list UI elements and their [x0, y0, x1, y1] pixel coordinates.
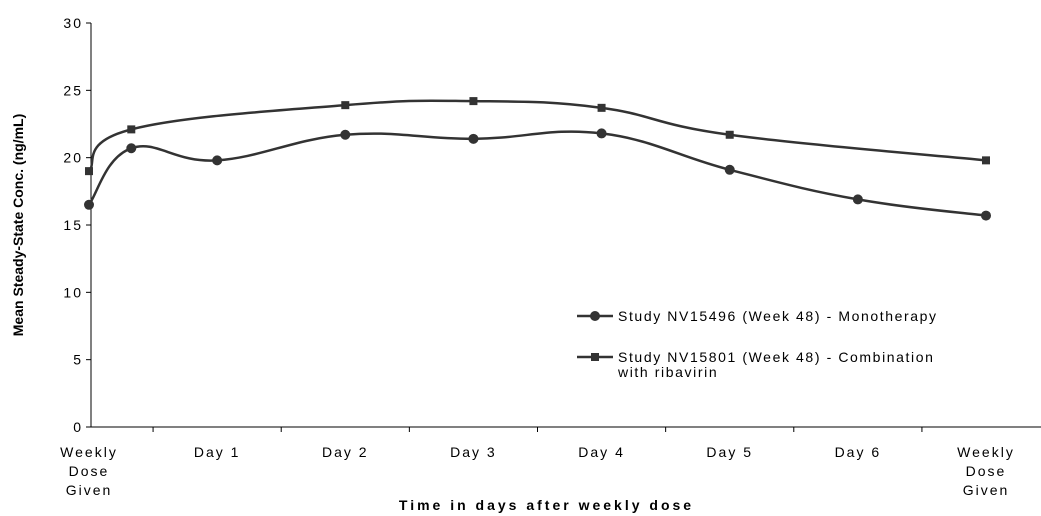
- series-layer: [84, 97, 991, 221]
- data-point: [725, 130, 734, 139]
- y-tick-label: 30: [63, 15, 83, 31]
- series-line: [87, 130, 987, 217]
- x-tick-label: Given: [963, 482, 1010, 498]
- data-point: [724, 164, 735, 175]
- x-tick-label: Day 3: [450, 444, 497, 460]
- data-point: [597, 103, 606, 112]
- data-point: [982, 156, 990, 165]
- y-tick-label: 5: [73, 352, 83, 368]
- x-tick-label: Dose: [69, 463, 110, 479]
- data-point: [341, 101, 350, 110]
- data-point: [596, 128, 607, 139]
- y-tick-label: 25: [63, 82, 83, 98]
- y-axis-title: Mean Steady-State Conc. (ng/mL): [10, 114, 26, 336]
- data-point: [127, 125, 136, 134]
- x-tick-label: Day 1: [194, 444, 241, 460]
- x-tick-label: Day 4: [578, 444, 625, 460]
- x-tick-label: Day 6: [835, 444, 882, 460]
- y-tick-label: 15: [63, 217, 83, 233]
- data-point: [468, 133, 479, 144]
- legend: Study NV15496 (Week 48) - Monotherapy Stu…: [577, 308, 938, 380]
- x-tick-label: Day 5: [706, 444, 753, 460]
- y-tick-label: 0: [73, 419, 83, 435]
- legend-marker: [591, 353, 599, 361]
- x-tick-label: Dose: [966, 463, 1007, 479]
- data-point: [85, 167, 93, 176]
- legend-label: with ribavirin: [617, 364, 718, 380]
- x-tick-label: Given: [66, 482, 113, 498]
- data-point: [852, 194, 863, 205]
- legend-label: Study NV15801 (Week 48) - Combination: [618, 349, 935, 365]
- y-tick-label: 10: [63, 284, 83, 300]
- x-tick-label: Weekly: [957, 444, 1015, 460]
- x-tick-label: Day 2: [322, 444, 369, 460]
- data-point: [981, 210, 991, 221]
- data-point: [84, 199, 94, 210]
- legend-label: Study NV15496 (Week 48) - Monotherapy: [618, 308, 938, 324]
- axes: 0 5 10 15 20 25 30 Weekly Dose Given Day 1 Day 2 Day…: [60, 15, 1041, 498]
- legend-marker: [590, 311, 600, 321]
- data-point: [212, 155, 223, 166]
- data-point: [340, 129, 351, 140]
- data-point: [469, 97, 478, 106]
- series-line: [87, 99, 987, 173]
- y-tick-label: 20: [63, 150, 83, 166]
- data-point: [126, 143, 137, 154]
- x-tick-label: Weekly: [60, 444, 118, 460]
- x-axis-title: Time in days after weekly dose: [399, 497, 694, 513]
